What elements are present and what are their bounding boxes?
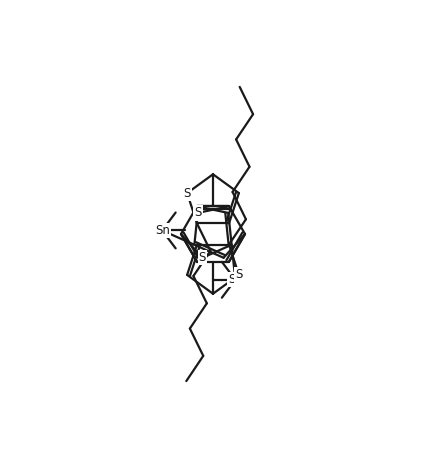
Text: S: S — [199, 251, 206, 264]
Text: Sn: Sn — [155, 224, 170, 237]
Text: S: S — [194, 206, 201, 219]
Text: S: S — [184, 187, 191, 199]
Text: S: S — [235, 269, 242, 281]
Text: Sn: Sn — [228, 273, 243, 286]
